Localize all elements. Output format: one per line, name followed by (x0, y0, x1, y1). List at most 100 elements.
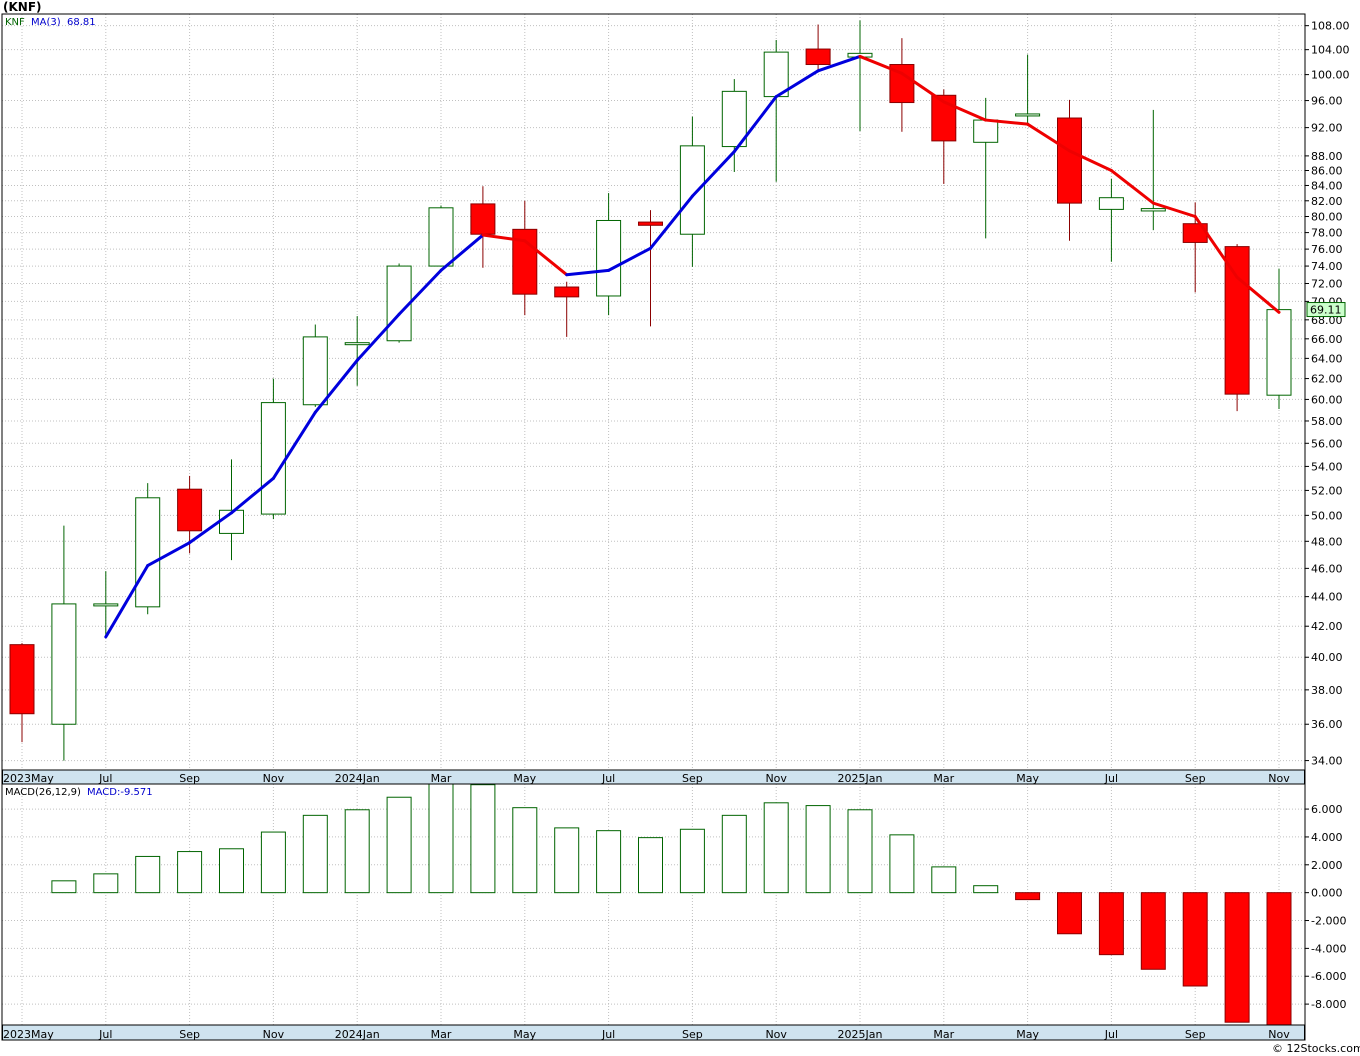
ma-segment (732, 95, 778, 154)
ma-segment (230, 476, 275, 515)
candle-body (596, 219, 622, 297)
macd-x-axis-label: Nov (1268, 1028, 1290, 1041)
candle-body (9, 644, 35, 715)
macd-x-axis-label: Mar (933, 1028, 954, 1041)
price-tick-label: 100.00 (1311, 69, 1350, 82)
macd-bar (638, 837, 663, 894)
price-tick-label: 84.00 (1311, 179, 1343, 192)
macd-bar (1182, 892, 1208, 987)
price-x-axis-band (2, 769, 1305, 785)
macd-x-axis-label: 2023May (3, 1028, 54, 1041)
price-tick-label: 42.00 (1311, 620, 1343, 633)
price-tick-label: 74.00 (1311, 260, 1343, 273)
candle-body (805, 48, 831, 66)
macd-bar (344, 809, 370, 894)
candle-body (1015, 113, 1041, 117)
price-x-axis: 2023May Jul Sep Nov 2024Jan Mar May Jul Sep Nov 20… (2, 769, 1305, 785)
macd-bar (721, 814, 747, 894)
macd-x-axis-label: 2025Jan (838, 1028, 883, 1041)
ma-segment (1235, 275, 1281, 314)
ma-segment (1151, 201, 1197, 218)
macd-bar (1015, 892, 1041, 901)
macd-x-axis-label: May (1016, 1028, 1039, 1041)
candle-body (763, 51, 789, 98)
price-x-axis-label: Nov (263, 772, 285, 785)
price-legend: KNF MA(3) 68.81 (5, 17, 96, 28)
macd-tick-label: 0.000 (1311, 887, 1343, 900)
macd-x-axis-label: Sep (1185, 1028, 1206, 1041)
candle-body (344, 342, 370, 346)
price-tick-label: 34.00 (1311, 755, 1343, 768)
candle-body (428, 207, 454, 267)
macd-tick-label: 4.000 (1311, 831, 1343, 844)
ma-segment (355, 312, 401, 362)
price-tick-label: 96.00 (1311, 95, 1343, 108)
macd-bar (219, 848, 244, 894)
price-tick-label: 44.00 (1311, 591, 1343, 604)
macd-bar (260, 831, 286, 894)
price-x-axis-label: Mar (933, 772, 954, 785)
candle-body (1224, 246, 1250, 395)
candle-body (1140, 208, 1166, 212)
price-tick-label: 82.00 (1311, 195, 1343, 208)
macd-x-axis-label: Sep (179, 1028, 200, 1041)
ma-segment (649, 194, 694, 250)
macd-x-axis: 2023May Jul Sep Nov 2024Jan Mar May Jul Sep Nov 20… (2, 1024, 1305, 1041)
macd-tick-label: -8.000 (1311, 998, 1346, 1011)
ma-segment (1068, 149, 1113, 173)
candle-body (260, 402, 286, 515)
macd-bar (512, 807, 538, 894)
ma-segment (565, 268, 611, 277)
price-grid (2, 14, 1305, 770)
price-tick-label: 80.00 (1311, 210, 1343, 223)
price-x-axis-label: Jul (601, 772, 615, 785)
macd-tick-label: -6.000 (1311, 970, 1346, 983)
candlestick-series (9, 20, 1292, 761)
macd-tick-label: -2.000 (1311, 915, 1346, 928)
macd-x-axis-label: Jul (1104, 1028, 1118, 1041)
candle-body (721, 90, 747, 148)
macd-bar (679, 828, 705, 894)
macd-x-axis-label: Mar (431, 1028, 452, 1041)
price-tick-label: 56.00 (1311, 437, 1343, 450)
macd-tick-label: 2.000 (1311, 859, 1343, 872)
ma-segment (146, 541, 192, 568)
macd-bar (554, 827, 580, 894)
price-tick-label: 62.00 (1311, 373, 1343, 386)
macd-x-axis-label: Jul (601, 1028, 615, 1041)
candle-body (386, 265, 412, 342)
price-x-axis-label: Sep (682, 772, 703, 785)
macd-bar (1224, 892, 1250, 1023)
price-tick-label: 66.00 (1311, 333, 1343, 346)
macd-bar (177, 851, 203, 894)
macd-bar (470, 784, 496, 894)
price-x-axis-label: Jul (1104, 772, 1118, 785)
ma-segment (271, 410, 317, 480)
price-y-axis: 34.00 36.00 38.00 40.00 42.00 44.00 46.00 48.00… (1305, 20, 1350, 768)
last-price-label: 69.11 (1310, 304, 1342, 317)
legend-ticker: KNF (5, 17, 25, 28)
macd-bar (1140, 892, 1166, 970)
macd-bar (386, 796, 412, 894)
ma-segment (1026, 122, 1071, 153)
price-x-axis-label: 2025Jan (838, 772, 883, 785)
macd-bar (889, 834, 915, 894)
ma-segment (481, 233, 527, 243)
macd-tick-label: 6.000 (1311, 803, 1343, 816)
candle-body (177, 488, 203, 532)
ma-segment (816, 54, 862, 73)
macd-legend: MACD(26,12,9) MACD:-9.571 (5, 787, 153, 798)
ma-segment (188, 511, 233, 545)
macd-bar (931, 866, 957, 894)
macd-bar (135, 855, 161, 894)
price-tick-label: 48.00 (1311, 535, 1343, 548)
candle-body (302, 336, 328, 406)
ma-segment (397, 268, 443, 316)
price-tick-label: 78.00 (1311, 227, 1343, 240)
candle-body (554, 286, 580, 298)
macd-x-axis-band (2, 1024, 1305, 1041)
candle-body (470, 203, 496, 235)
macd-legend-value: MACD:-9.571 (87, 787, 153, 798)
price-tick-label: 58.00 (1311, 415, 1343, 428)
